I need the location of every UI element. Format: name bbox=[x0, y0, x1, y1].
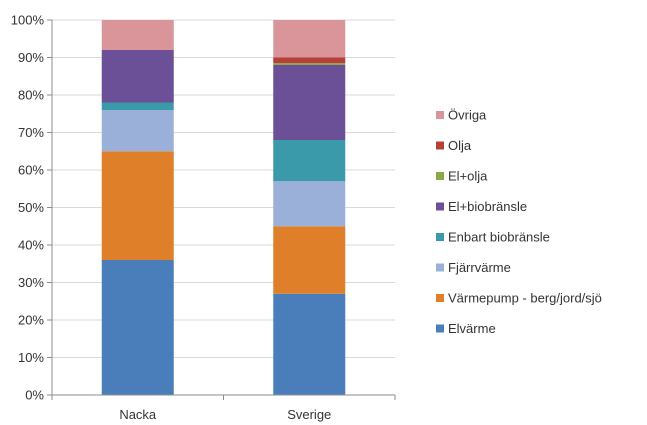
bar-segment bbox=[101, 151, 174, 260]
bar-segment bbox=[273, 63, 346, 65]
legend-label: Enbart biobränsle bbox=[448, 230, 550, 245]
y-tick-label: 60% bbox=[18, 163, 44, 178]
bar-segment bbox=[101, 260, 174, 395]
bar-segment bbox=[273, 181, 346, 227]
bar-segment bbox=[273, 293, 346, 395]
y-tick-label: 80% bbox=[18, 88, 44, 103]
y-tick-label: 0% bbox=[25, 388, 44, 403]
legend-label: Fjärrvärme bbox=[448, 260, 511, 275]
y-axis-tick-labels: 0% 10% 20% 30% 40% 50% 60% 70% 80% 90% 100% bbox=[11, 13, 45, 403]
legend-swatch bbox=[436, 233, 444, 241]
x-category-label: Nacka bbox=[119, 407, 157, 422]
x-axis-tick-marks bbox=[51, 395, 396, 400]
bars bbox=[101, 20, 346, 395]
bar-segment bbox=[273, 226, 346, 294]
legend-swatch bbox=[436, 324, 444, 333]
bar-segment bbox=[101, 20, 174, 50]
legend-label: El+biobränsle bbox=[448, 199, 527, 214]
y-tick-label: 10% bbox=[18, 350, 44, 365]
legend: Övriga Olja El+olja El+biobränsle Enbart bio… bbox=[436, 108, 602, 336]
legend-swatch bbox=[436, 111, 444, 119]
legend-swatch bbox=[436, 263, 444, 272]
bar-segment bbox=[273, 140, 346, 182]
legend-label: Elvärme bbox=[448, 321, 496, 336]
legend-swatch bbox=[436, 202, 444, 211]
legend-label: El+olja bbox=[448, 169, 488, 184]
bar-segment bbox=[273, 20, 346, 58]
legend-swatch bbox=[436, 172, 444, 180]
bar-segment bbox=[101, 50, 174, 103]
y-tick-label: 20% bbox=[18, 313, 44, 328]
x-axis-category-labels: Nacka Sverige bbox=[119, 407, 331, 422]
legend-label: Olja bbox=[448, 138, 472, 153]
legend-swatch bbox=[436, 141, 444, 150]
legend-swatch bbox=[436, 294, 444, 302]
y-tick-label: 50% bbox=[18, 200, 44, 215]
bar-segment bbox=[101, 102, 174, 110]
legend-label: Övriga bbox=[448, 108, 487, 123]
bar-segment bbox=[273, 65, 346, 140]
y-tick-label: 30% bbox=[18, 275, 44, 290]
bar-segment bbox=[273, 57, 346, 64]
y-tick-label: 90% bbox=[18, 50, 44, 65]
y-tick-label: 70% bbox=[18, 125, 44, 140]
x-category-label: Sverige bbox=[287, 407, 331, 422]
y-tick-label: 100% bbox=[11, 13, 45, 28]
legend-label: Värmepump - berg/jord/sjö bbox=[448, 291, 602, 306]
y-tick-label: 40% bbox=[18, 238, 44, 253]
bar-segment bbox=[101, 110, 174, 152]
